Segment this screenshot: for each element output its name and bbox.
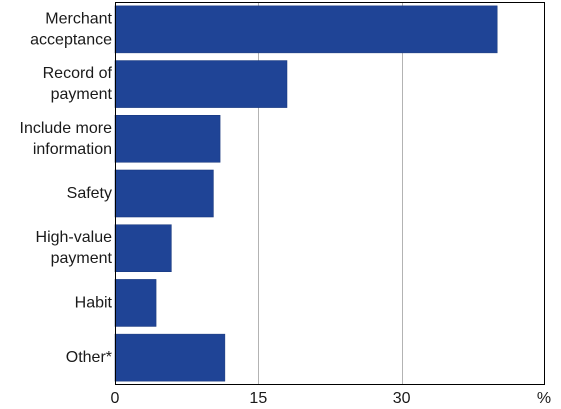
grid-lines — [258, 2, 403, 385]
bar-0 — [114, 5, 498, 54]
category-label-4: High-value payment — [36, 229, 113, 267]
category-label-3: Safety — [67, 185, 112, 202]
bar-2 — [114, 115, 221, 163]
x-unit-label: % — [537, 390, 551, 407]
x-tick-label-15: 15 — [249, 390, 267, 407]
x-tick-label-0: 0 — [111, 390, 120, 407]
category-label-2: Include more information — [20, 120, 113, 158]
category-labels: Merchant acceptance Record of payment Includ… — [20, 10, 113, 366]
category-label-6: Other* — [66, 349, 112, 366]
bar-4 — [114, 224, 172, 272]
bar-1 — [114, 60, 288, 108]
category-label-5: Habit — [75, 294, 113, 311]
category-label-0: Merchant acceptance — [30, 10, 112, 48]
bar-6 — [114, 333, 226, 382]
plot-frame — [115, 2, 545, 385]
x-tick-label-30: 30 — [393, 390, 411, 407]
category-label-1: Record of payment — [43, 65, 113, 103]
bar-3 — [114, 169, 214, 218]
x-axis-ticks: 0 15 30% — [111, 390, 552, 407]
bar-5 — [114, 279, 157, 327]
bars — [114, 5, 498, 382]
